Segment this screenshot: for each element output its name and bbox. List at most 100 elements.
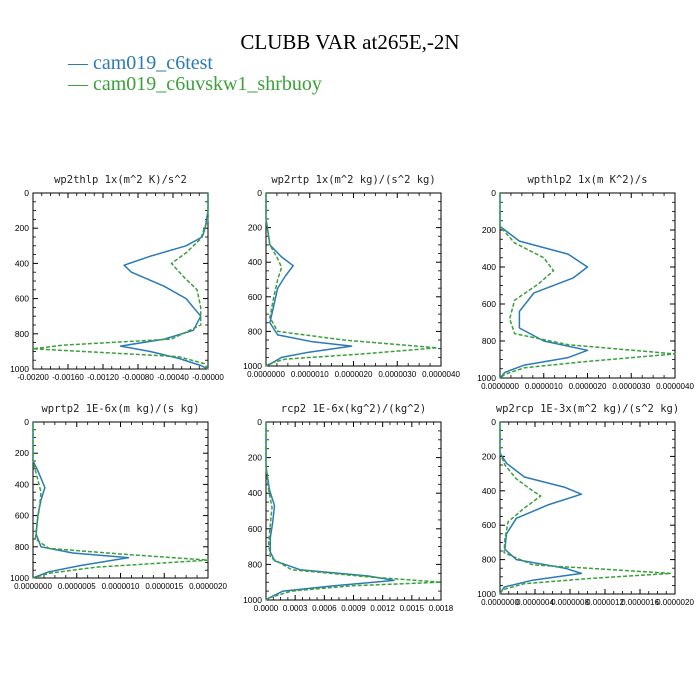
x-tick-label: 0.0009: [341, 604, 366, 613]
legend-entry-c6test: — cam019_c6test: [68, 52, 213, 75]
x-tick-label: 0.0000010: [525, 382, 563, 391]
y-tick-label: 1000: [10, 364, 29, 374]
x-tick-label: -0.00000: [192, 373, 224, 382]
y-tick-label: 200: [248, 223, 262, 233]
x-tick-label: -0.00040: [157, 373, 189, 382]
y-tick-label: 800: [482, 336, 496, 346]
y-tick-label: 400: [15, 258, 29, 268]
y-tick-label: 200: [15, 448, 29, 458]
legend-line-icon: — cam019_c6test: [68, 52, 213, 74]
y-tick-label: 600: [482, 520, 496, 530]
x-tick-label: 0.0018: [429, 604, 454, 613]
x-tick-label: 0.0003: [283, 604, 308, 613]
x-tick-label: 0.0000000: [481, 382, 519, 391]
x-tick-label: -0.00200: [17, 373, 49, 382]
y-tick-label: 200: [482, 451, 496, 461]
plot-title: wp2rcp 1E-3x(m^2 kg)/(s^2 kg): [496, 403, 679, 415]
series-line-c6uvskw1-shrbuoy: [32, 422, 209, 579]
y-tick-label: 800: [15, 329, 29, 339]
y-tick-label: 1000: [477, 373, 496, 383]
x-tick-label: 0.0000020: [335, 370, 373, 379]
series-line-c6test: [119, 193, 209, 370]
x-tick-label: 0.0000000: [481, 598, 519, 607]
y-tick-label: 200: [482, 225, 496, 235]
y-tick-label: 800: [15, 542, 29, 552]
series-line-c6test: [499, 422, 583, 595]
x-tick-label: 0.0000005: [58, 582, 96, 591]
y-tick-label: 400: [15, 479, 29, 489]
plot-frame: [265, 192, 442, 367]
x-tick-label: 0.0006: [312, 604, 337, 613]
x-tick-label: 0.0000030: [378, 370, 416, 379]
y-tick-label: 1000: [243, 595, 262, 605]
x-tick-label: 0.0000020: [656, 598, 694, 607]
plot-title: wp2thlp 1x(m^2 K)/s^2: [54, 174, 187, 186]
series-line-c6test: [32, 422, 130, 579]
x-tick-label: 0.0000015: [145, 582, 183, 591]
y-tick-label: 1000: [477, 589, 496, 599]
x-tick-label: 0.0012: [370, 604, 395, 613]
y-tick-label: 400: [248, 257, 262, 267]
x-tick-label: -0.00120: [87, 373, 119, 382]
plot-title: rcp2 1E-6x(kg^2)/(kg^2): [281, 403, 426, 415]
y-tick-label: 0: [257, 417, 262, 427]
x-tick-label: 0.0000016: [621, 598, 659, 607]
y-tick-label: 0: [257, 188, 262, 198]
x-tick-label: 0.0000040: [422, 370, 460, 379]
plot-frame: [499, 421, 676, 595]
y-tick-label: 800: [248, 326, 262, 336]
plot-6: wp2rcp 1E-3x(m^2 kg)/(s^2 kg)0 200 400 600 8…: [477, 403, 694, 607]
y-tick-label: 600: [248, 292, 262, 302]
page-title: CLUBB VAR at265E,-2N: [240, 30, 460, 54]
x-tick-label: 0.0000004: [516, 598, 554, 607]
series-line-c6uvskw1-shrbuoy: [32, 193, 209, 370]
y-tick-label: 600: [15, 511, 29, 521]
x-tick-label: 0.0000000: [14, 582, 52, 591]
series-line-c6uvskw1-shrbuoy: [265, 422, 442, 601]
x-tick-label: 0.0000008: [551, 598, 589, 607]
y-tick-label: 200: [248, 453, 262, 463]
legend-entry-c6uvskw1-shrbuoy: — cam019_c6uvskw1_shrbuoy: [68, 73, 322, 96]
y-tick-label: 400: [482, 262, 496, 272]
plot-2: wp2rtp 1x(m^2 kg)/(s^2 kg) 0 200 400 600 800 1…: [243, 174, 460, 379]
y-tick-label: 0: [491, 188, 496, 198]
x-tick-label: -0.00160: [52, 373, 84, 382]
plot-1: wp2thlp 1x(m^2 K)/s^202004006008001000-0…: [10, 174, 224, 382]
y-tick-label: 200: [15, 223, 29, 233]
x-tick-label: 0.0000020: [569, 382, 607, 391]
plot-frame: [265, 421, 442, 601]
y-tick-label: 400: [482, 486, 496, 496]
y-tick-label: 600: [15, 294, 29, 304]
x-tick-label: 0.0000040: [656, 382, 694, 391]
y-tick-label: 800: [248, 559, 262, 569]
plot-title: wpthlp2 1x(m K^2)/s: [527, 174, 647, 186]
x-tick-label: 0.0000010: [291, 370, 329, 379]
y-tick-label: 400: [248, 488, 262, 498]
x-tick-label: 0.0000000: [247, 370, 285, 379]
x-tick-label: 0.0000020: [189, 582, 227, 591]
y-tick-label: 1000: [10, 573, 29, 583]
series-line-c6test: [265, 422, 395, 601]
plot-title: wprtp2 1E-6x(m kg)/(s kg): [41, 403, 199, 415]
y-tick-label: 1000: [243, 361, 262, 371]
y-tick-label: 0: [24, 188, 29, 198]
y-tick-label: 600: [482, 299, 496, 309]
series-line-c6test: [265, 193, 353, 367]
y-tick-label: 0: [24, 417, 29, 427]
y-tick-label: 600: [248, 524, 262, 534]
plot-3: wpthlp2 1x(m K^2)/s020040060080010000.00…: [477, 174, 694, 391]
plot-4: wprtp2 1E-6x(m kg)/(s kg) 0 200 400 600 800 10…: [10, 403, 227, 591]
legend-line-icon: — cam019_c6uvskw1_shrbuoy: [68, 73, 322, 95]
series-line-c6test: [499, 193, 589, 379]
x-tick-label: -0.00080: [122, 373, 154, 382]
x-tick-label: 0.0000010: [102, 582, 140, 591]
x-tick-label: 0.0015: [400, 604, 425, 613]
plot-5: rcp2 1E-6x(kg^2)/(kg^2) 0 200 400 600 800 1000…: [243, 403, 454, 613]
x-tick-label: 0.0000: [254, 604, 279, 613]
series-line-c6uvskw1-shrbuoy: [499, 193, 676, 379]
y-tick-label: 0: [491, 417, 496, 427]
series-line-c6uvskw1-shrbuoy: [499, 422, 672, 595]
x-tick-label: 0.0000012: [586, 598, 624, 607]
plot-title: wp2rtp 1x(m^2 kg)/(s^2 kg): [271, 174, 435, 186]
